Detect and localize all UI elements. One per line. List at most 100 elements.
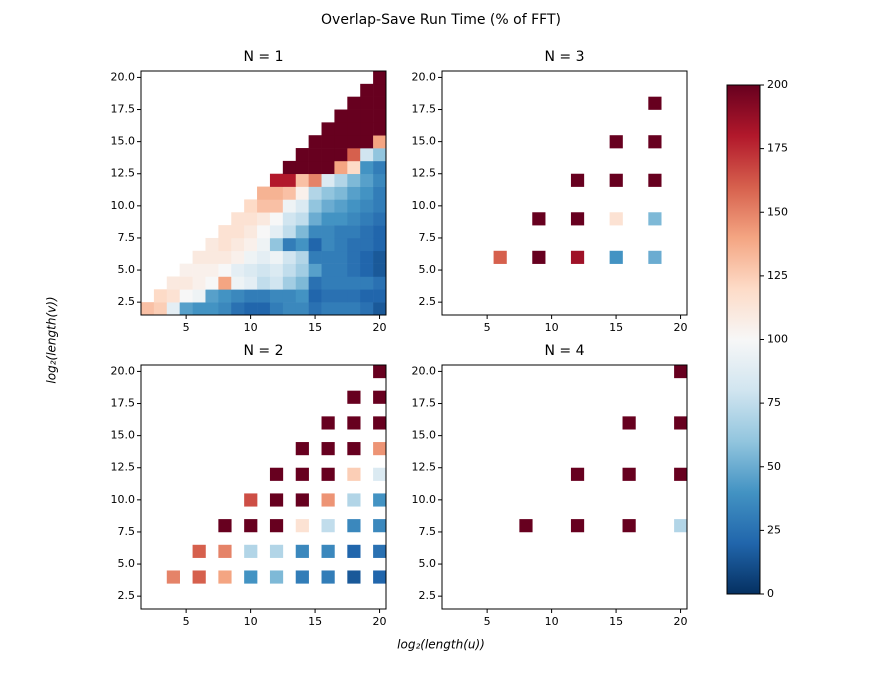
x-tick-label: 5 bbox=[183, 321, 190, 334]
cell bbox=[360, 225, 374, 239]
colorbar-tick-label: 200 bbox=[767, 78, 788, 91]
cell bbox=[218, 289, 232, 303]
cell bbox=[609, 250, 623, 264]
cell bbox=[295, 186, 309, 200]
y-tick-label: 7.5 bbox=[419, 525, 437, 538]
cell bbox=[166, 302, 180, 316]
cell bbox=[373, 289, 387, 303]
y-tick-label: 12.5 bbox=[412, 167, 437, 180]
cell bbox=[295, 519, 309, 533]
y-tick-label: 10.0 bbox=[412, 493, 437, 506]
cell bbox=[347, 96, 361, 110]
cell bbox=[347, 390, 361, 404]
cell bbox=[347, 237, 361, 252]
cell bbox=[360, 212, 374, 226]
cell bbox=[295, 212, 309, 226]
cell bbox=[321, 186, 335, 200]
cell bbox=[373, 83, 387, 97]
cell bbox=[347, 250, 361, 264]
cell bbox=[373, 148, 387, 162]
cell bbox=[373, 186, 387, 200]
cell bbox=[282, 289, 297, 303]
cell bbox=[308, 302, 322, 316]
cell bbox=[347, 276, 361, 290]
cell bbox=[360, 83, 374, 97]
cell bbox=[622, 467, 636, 481]
cell bbox=[308, 173, 322, 187]
cell bbox=[166, 289, 180, 303]
cell bbox=[360, 302, 374, 316]
panel-title: N = 2 bbox=[243, 343, 283, 359]
cell bbox=[205, 250, 219, 264]
cell bbox=[674, 467, 688, 481]
y-tick-label: 15.0 bbox=[111, 135, 136, 148]
cell bbox=[153, 289, 168, 303]
y-tick-label: 2.5 bbox=[118, 589, 136, 602]
cell bbox=[321, 122, 335, 136]
cell bbox=[570, 212, 585, 226]
cell bbox=[308, 263, 322, 277]
cell bbox=[373, 467, 387, 481]
cell bbox=[360, 122, 374, 136]
cell bbox=[347, 416, 361, 430]
cell bbox=[360, 173, 374, 187]
cell bbox=[373, 493, 387, 507]
cell bbox=[648, 212, 662, 226]
cell bbox=[295, 276, 309, 290]
cell bbox=[179, 263, 193, 277]
cell bbox=[334, 225, 348, 239]
y-tick-label: 20.0 bbox=[111, 364, 136, 377]
y-tick-label: 15.0 bbox=[111, 429, 136, 442]
colorbar-tick-label: 0 bbox=[767, 587, 774, 600]
cell bbox=[269, 250, 284, 264]
cell bbox=[321, 289, 335, 303]
cell bbox=[282, 160, 297, 175]
y-tick-label: 20.0 bbox=[412, 70, 437, 83]
y-tick-label: 17.5 bbox=[111, 103, 136, 116]
cell bbox=[257, 250, 271, 264]
cell bbox=[218, 250, 232, 264]
cell bbox=[308, 160, 322, 175]
cell bbox=[282, 237, 297, 252]
cell bbox=[295, 148, 309, 162]
cell bbox=[295, 467, 309, 481]
cell bbox=[360, 186, 374, 200]
x-tick-label: 15 bbox=[308, 615, 322, 628]
cell bbox=[192, 570, 206, 584]
cell bbox=[308, 289, 322, 303]
cell bbox=[257, 237, 271, 252]
cell bbox=[360, 289, 374, 303]
cell bbox=[321, 544, 335, 558]
cell bbox=[166, 276, 180, 290]
cell bbox=[308, 225, 322, 239]
y-tick-label: 5.0 bbox=[118, 263, 136, 276]
colorbar bbox=[726, 84, 761, 595]
cell bbox=[570, 173, 585, 187]
cell bbox=[519, 519, 533, 533]
cell bbox=[282, 276, 297, 290]
cell bbox=[347, 212, 361, 226]
y-tick-label: 5.0 bbox=[118, 557, 136, 570]
cell bbox=[257, 212, 271, 226]
cell bbox=[269, 263, 284, 277]
cell bbox=[218, 544, 232, 558]
cell bbox=[373, 225, 387, 239]
cell bbox=[257, 263, 271, 277]
cell bbox=[218, 302, 232, 316]
cell bbox=[295, 442, 309, 456]
cell bbox=[622, 416, 636, 430]
cell bbox=[192, 263, 206, 277]
cell bbox=[205, 237, 219, 252]
x-tick-label: 20 bbox=[674, 321, 688, 334]
plot-frame bbox=[140, 364, 387, 610]
colorbar-tick-label: 75 bbox=[767, 396, 781, 409]
cell bbox=[347, 199, 361, 213]
cell bbox=[218, 276, 232, 290]
cell bbox=[347, 135, 361, 149]
cell bbox=[373, 122, 387, 136]
cell bbox=[244, 199, 258, 213]
cell bbox=[269, 544, 284, 558]
x-tick-label: 15 bbox=[308, 321, 322, 334]
cell bbox=[257, 199, 271, 213]
x-tick-label: 5 bbox=[484, 321, 491, 334]
